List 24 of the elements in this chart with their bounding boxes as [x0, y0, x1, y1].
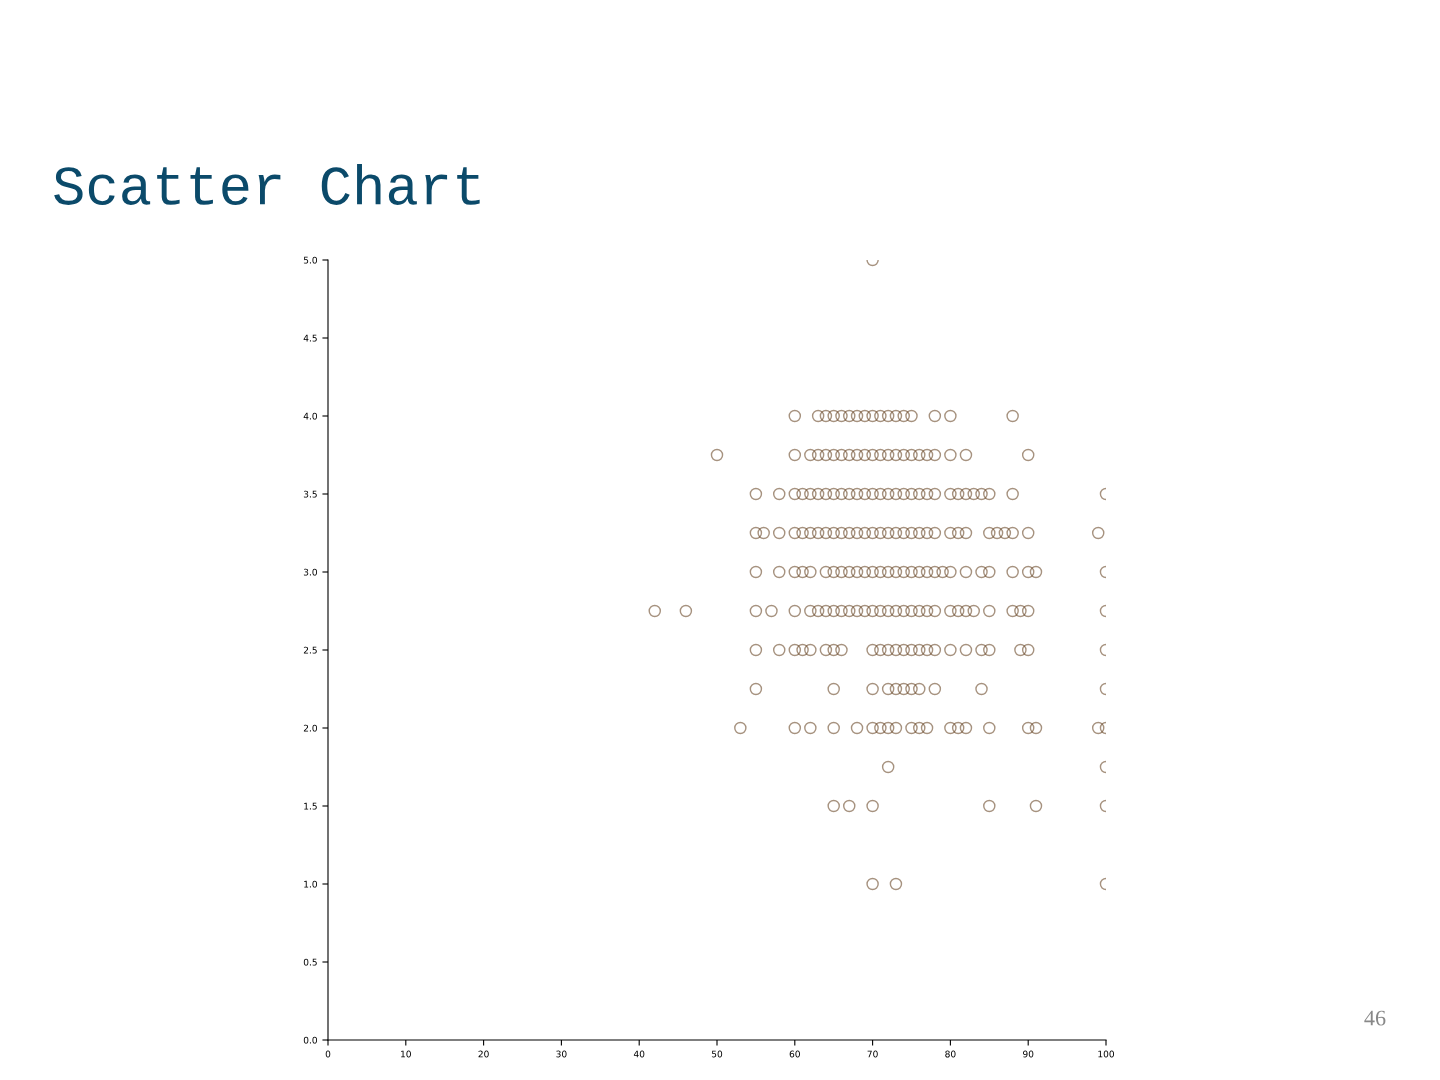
x-tick-label: 90 [1023, 1050, 1034, 1058]
y-tick-label: 4.5 [303, 334, 317, 342]
x-tick-label: 40 [633, 1050, 645, 1058]
y-tick-label: 1.5 [304, 802, 317, 810]
chart-title: Scatter Chart [54, 164, 480, 205]
y-tick-label: 5.0 [303, 256, 317, 264]
y-tick-label: 3.0 [303, 568, 317, 576]
x-tick-label: 30 [556, 1050, 567, 1058]
y-tick-label: 0.5 [303, 958, 317, 966]
x-tick-label: 10 [401, 1050, 411, 1058]
x-tick-label: 0 [325, 1050, 331, 1058]
y-tick-label: 4.0 [303, 412, 317, 420]
x-tick-label: 80 [945, 1050, 956, 1058]
y-tick-label: 1.0 [304, 880, 317, 888]
y-tick-label: 2.0 [303, 724, 317, 732]
x-tick-label: 20 [478, 1050, 489, 1058]
x-tick-label: 50 [711, 1050, 723, 1058]
x-tick-label: 100 [1098, 1050, 1115, 1058]
x-tick-label: 70 [867, 1050, 878, 1058]
y-tick-label: 2.5 [303, 646, 317, 654]
y-tick-label: 0.0 [303, 1036, 317, 1044]
y-tick-label: 3.5 [303, 490, 317, 498]
text: 46 [1364, 1010, 1386, 1026]
x-tick-label: 60 [789, 1050, 800, 1058]
